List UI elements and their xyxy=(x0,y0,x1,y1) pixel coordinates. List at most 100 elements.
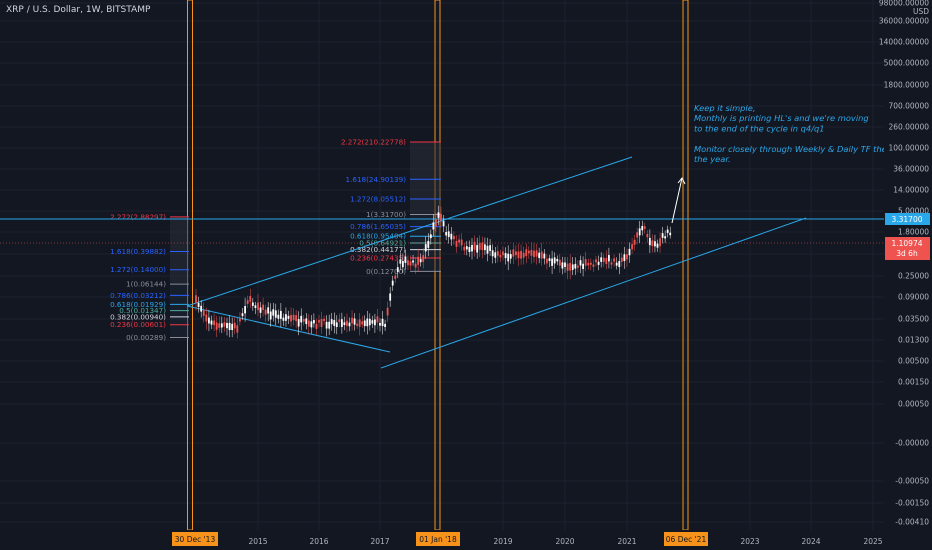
price-tick-9: 14.00000 xyxy=(893,186,929,195)
candle-body xyxy=(292,314,295,321)
candle-body xyxy=(412,260,414,263)
candle-body xyxy=(343,322,346,325)
candle-body xyxy=(507,253,510,262)
candle-body xyxy=(223,322,226,327)
candle-body xyxy=(277,314,280,319)
candle-body xyxy=(491,250,494,257)
candle-body xyxy=(290,314,292,322)
candle-body xyxy=(666,229,669,233)
marker-label-1: 01 Jan '18 xyxy=(419,535,457,544)
candle-body xyxy=(620,257,623,262)
candle-body xyxy=(556,258,559,262)
candle-body xyxy=(236,325,239,333)
candle-body xyxy=(538,252,541,259)
candle-body xyxy=(535,250,538,257)
candle-body xyxy=(358,319,361,327)
candle-body xyxy=(502,251,504,256)
candle-body xyxy=(460,239,463,246)
fib-2014-label-1: 1.618(0.39882) xyxy=(110,247,166,256)
candle-body xyxy=(496,251,499,256)
candle-body xyxy=(661,233,664,238)
candle-body xyxy=(587,262,590,266)
candle-body xyxy=(561,262,564,269)
candle-body xyxy=(197,303,200,307)
candle-body xyxy=(602,257,605,263)
candle-body xyxy=(267,307,270,314)
candle-body xyxy=(636,232,639,238)
candle-body xyxy=(615,262,618,266)
countdown-value: 3d 6h xyxy=(896,249,918,258)
current-price-tag xyxy=(885,237,930,260)
candle-body xyxy=(530,249,533,256)
candle-body xyxy=(399,259,402,264)
candle-body xyxy=(376,316,379,323)
candle-body xyxy=(540,251,543,259)
time-tick-0: 2015 xyxy=(248,537,267,546)
price-tick-14: 0.09000 xyxy=(898,293,929,302)
fibonacci-extensions[interactable]: 2.272(2.88297) 1.618(0.39882) 1.272(0.1400… xyxy=(110,138,441,342)
fib-2018-label-5: 0.618(0.95404) xyxy=(350,232,406,241)
candle-body xyxy=(551,258,553,266)
price-tick-23: -0.00410 xyxy=(895,518,929,527)
candle-body xyxy=(489,245,491,251)
candle-body xyxy=(486,245,489,254)
candle-body xyxy=(494,252,497,258)
candle-body xyxy=(435,219,437,227)
candle-body xyxy=(379,323,381,326)
breakout-arrow xyxy=(671,177,683,224)
candle-body xyxy=(210,320,213,325)
price-tick-0: 98000.00000 xyxy=(879,0,929,8)
price-tick-3: 5000.00000 xyxy=(884,59,930,68)
time-tick-5: 2021 xyxy=(617,537,636,546)
candle-body xyxy=(407,260,409,266)
time-axis[interactable]: 2015 2016 2017 2019 2020 2021 2023 2024 2025 30 D… xyxy=(0,530,884,550)
price-tick-22: -0.00150 xyxy=(895,499,929,508)
candle-body xyxy=(340,319,343,327)
candle-body xyxy=(244,306,246,314)
candle-body xyxy=(574,263,577,269)
price-axis[interactable]: 98000.00000 36000.00000 14000.00000 5000.00… xyxy=(879,0,932,530)
candle-body xyxy=(638,228,641,236)
candle-body xyxy=(605,258,608,265)
candle-body xyxy=(584,259,587,266)
candle-body xyxy=(643,226,646,229)
candle-body xyxy=(442,221,445,227)
fib-2014-label-8: 0.236(0.00601) xyxy=(110,320,166,329)
fib-2014-label-2: 1.272(0.14000) xyxy=(110,265,166,274)
candle-body xyxy=(437,212,440,218)
trend-lines[interactable] xyxy=(0,156,884,369)
price-tick-15: 0.03500 xyxy=(898,315,929,324)
fib-2014-shade xyxy=(170,216,189,285)
fib-2018-label-4: 0.786(1.65035) xyxy=(350,222,406,231)
candle-body xyxy=(351,317,353,324)
fib-2018-label-9: 0(0.12700) xyxy=(366,267,406,276)
candle-body xyxy=(401,260,404,268)
candle-body xyxy=(259,307,262,313)
candle-body xyxy=(218,323,221,328)
fib-2018-label-1: 1.618(24.90139) xyxy=(346,175,407,184)
price-axis-bg xyxy=(884,0,932,530)
price-tick-16: 0.01300 xyxy=(898,336,929,345)
price-tick-7: 100.00000 xyxy=(888,144,929,153)
candle-body xyxy=(432,222,435,230)
channel-upper-line xyxy=(186,156,633,307)
fib-2014-label-7: 0.382(0.00940) xyxy=(110,312,166,321)
annotation-line-0: Keep it simple, xyxy=(694,103,755,113)
candle-body xyxy=(239,318,241,322)
candle-body xyxy=(323,318,325,321)
annotation-line-1: Monthly is printing HL's and we're movin… xyxy=(694,113,869,123)
fib-2018-label-0: 2.272(210.22778) xyxy=(341,138,406,147)
candle-body xyxy=(307,320,310,327)
candle-body xyxy=(546,258,548,264)
candle-body xyxy=(249,295,252,302)
price-tick-11: 1.80000 xyxy=(898,228,929,237)
annotation-line-4: Monitor closely through Weekly & Daily T… xyxy=(694,144,924,154)
candle-body xyxy=(608,255,610,262)
candle-body xyxy=(396,267,399,273)
candle-body xyxy=(254,305,257,309)
candle-body xyxy=(628,248,631,256)
candle-body xyxy=(543,253,546,259)
candle-body xyxy=(471,244,473,252)
candle-body xyxy=(478,243,481,250)
